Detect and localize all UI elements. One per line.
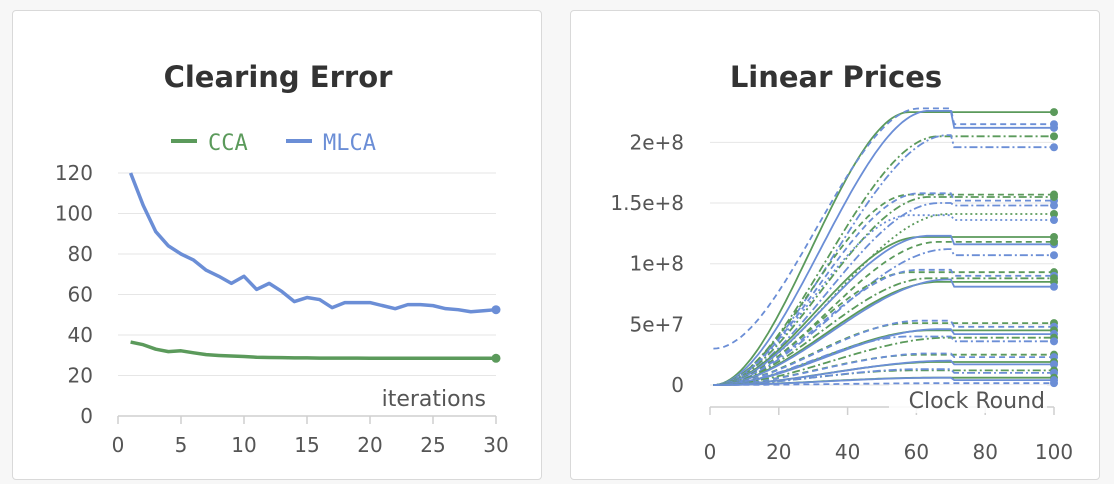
chart-title: Linear Prices [730, 60, 942, 94]
price-series-line [713, 278, 1054, 386]
x-tick-label: 100 [1035, 440, 1073, 464]
price-series-end-point [1050, 132, 1058, 141]
y-tick-label: 120 [55, 161, 93, 185]
price-series-line [713, 134, 1054, 386]
price-series-line [713, 111, 1054, 386]
x-tick-label: 0 [112, 433, 125, 457]
price-series-line [713, 214, 1054, 386]
price-series-line [713, 236, 1054, 386]
price-series-line [713, 213, 1054, 386]
price-series-line [713, 352, 1054, 386]
clearing-error-chart: Clearing Error 0 20 40 60 80 100 120 0 5 10 15 20 25 3… [55, 60, 509, 457]
price-series-end-point [1050, 108, 1058, 117]
x-tick-label: 5 [175, 433, 188, 457]
linear-prices-chart: Linear Prices 0 5e+7 1e+8 1.5e+8 2e+8 0 20 40 60 8… [610, 60, 1073, 464]
price-series-line [713, 192, 1054, 386]
price-series-line [713, 359, 1054, 386]
price-series-end-point [1050, 282, 1058, 291]
price-series-line [713, 196, 1054, 386]
x-tick-label: 25 [420, 433, 445, 457]
price-series-line [713, 369, 1054, 386]
price-series-end-point [1050, 379, 1058, 388]
price-series-line [713, 336, 1054, 386]
price-series-line [713, 277, 1054, 386]
x-tick-label: 0 [704, 440, 717, 464]
price-series-line [713, 234, 1054, 386]
legend-label: MLCA [323, 131, 376, 156]
x-tick-label: 20 [357, 433, 382, 457]
price-series-end-point [1050, 216, 1058, 225]
y-tick-label: 80 [68, 242, 93, 266]
price-series-line [713, 202, 1054, 386]
price-series-line [713, 382, 1054, 386]
y-tick-label: 0 [671, 373, 684, 397]
x-tick-label: 30 [483, 433, 508, 457]
clearing-error-panel: Clearing Error 0 20 40 60 80 100 120 0 5 10 15 20 25 3… [12, 10, 542, 480]
price-series-line [713, 271, 1054, 386]
price-series-end-point [1050, 337, 1058, 346]
price-series-line [713, 107, 1054, 350]
x-tick-label: 40 [835, 440, 860, 464]
y-tick-label: 2e+8 [629, 130, 684, 154]
series-end-point [491, 353, 501, 363]
x-tick-label: 80 [972, 440, 997, 464]
price-series-line [713, 376, 1054, 386]
price-series-end-point [1050, 143, 1058, 152]
y-tick-label: 20 [68, 364, 93, 388]
x-axis-label: Clock Round [909, 389, 1045, 414]
chart-title: Clearing Error [164, 60, 394, 94]
price-series-end-point [1050, 209, 1058, 218]
price-series-end-point [1050, 360, 1058, 369]
price-series-line [713, 319, 1054, 386]
price-series-line [713, 328, 1054, 386]
series-line-cca [130, 340, 496, 361]
price-series-end-point [1050, 123, 1058, 132]
series-end-point [491, 305, 501, 315]
price-series-end-point [1050, 201, 1058, 210]
y-tick-label: 40 [68, 323, 93, 347]
price-series-line [713, 110, 1054, 386]
linear-prices-panel: Linear Prices 0 5e+7 1e+8 1.5e+8 2e+8 0 20 40 60 8… [570, 10, 1100, 480]
price-series-end-point [1050, 251, 1058, 260]
series-line-mlca [128, 172, 497, 314]
y-tick-label: 1.5e+8 [610, 191, 684, 215]
x-tick-label: 15 [294, 433, 319, 457]
y-tick-label: 100 [55, 202, 93, 226]
y-tick-label: 60 [68, 283, 93, 307]
y-tick-label: 0 [80, 404, 93, 428]
legend-label: CCA [208, 131, 248, 156]
y-tick-label: 5e+7 [629, 312, 684, 336]
price-series-line [713, 335, 1054, 386]
x-axis-label-bg [889, 385, 1047, 413]
x-tick-label: 10 [231, 433, 256, 457]
x-axis-label: iterations [382, 387, 486, 412]
price-series-line [713, 135, 1054, 386]
price-series-end-point [1050, 237, 1058, 246]
price-series-line [713, 368, 1054, 386]
price-series-end-point [1050, 192, 1058, 201]
y-tick-label: 1e+8 [629, 252, 684, 276]
x-tick-label: 20 [766, 440, 791, 464]
x-tick-label: 60 [904, 440, 929, 464]
price-series-line [713, 268, 1054, 386]
price-series-line [713, 193, 1054, 386]
